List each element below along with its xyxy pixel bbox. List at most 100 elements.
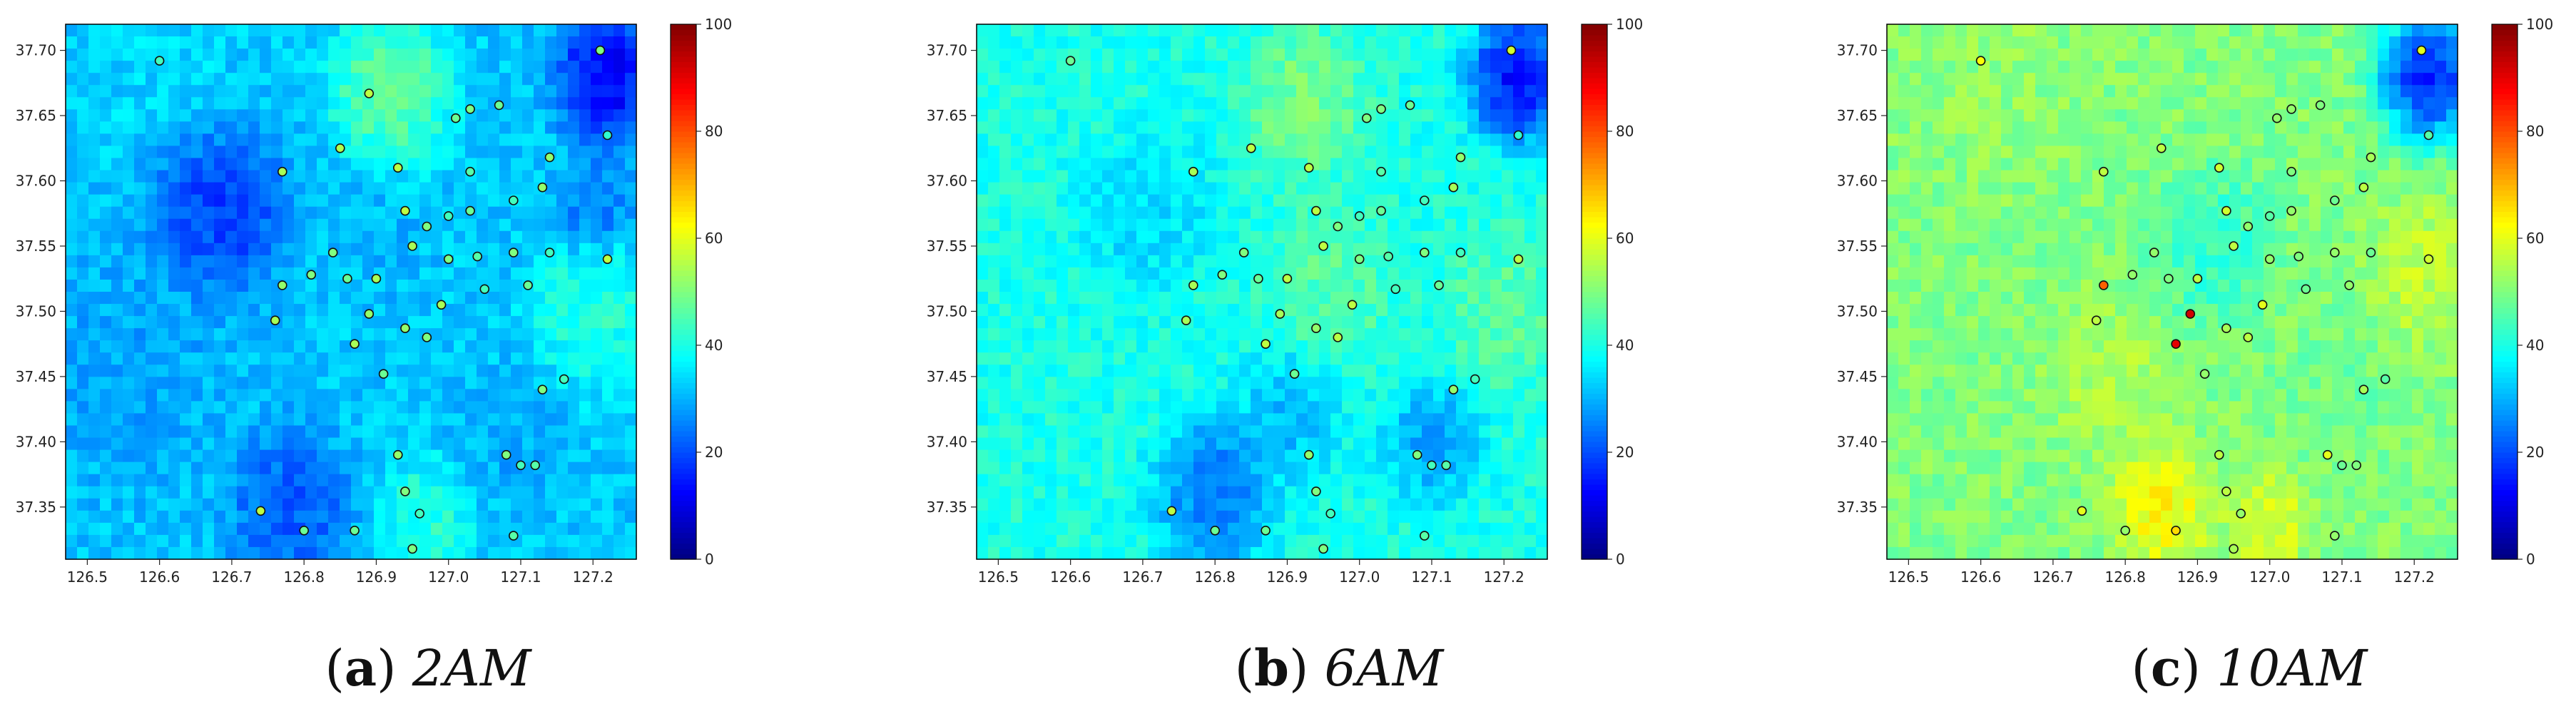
heatmap-cell bbox=[225, 449, 238, 463]
colorbar-segment bbox=[671, 324, 696, 330]
heatmap-cell bbox=[305, 158, 317, 171]
heatmap-cell bbox=[1524, 49, 1537, 61]
heatmap-cell bbox=[488, 243, 500, 256]
heatmap-cell bbox=[1193, 206, 1206, 220]
heatmap-cell bbox=[1273, 109, 1286, 122]
heatmap-cell bbox=[1251, 97, 1263, 110]
heatmap-cell bbox=[1057, 486, 1069, 499]
colorbar-tick-label: 80 bbox=[1616, 123, 1634, 140]
heatmap-cell bbox=[1887, 474, 1899, 487]
heatmap-cell bbox=[1342, 340, 1354, 353]
heatmap-cell bbox=[477, 510, 489, 524]
heatmap-cell bbox=[1045, 292, 1057, 305]
heatmap-cell bbox=[499, 461, 511, 475]
heatmap-cell bbox=[1079, 61, 1091, 73]
heatmap-cell bbox=[431, 121, 443, 135]
heatmap-cell bbox=[1079, 546, 1091, 560]
heatmap-cell bbox=[545, 182, 557, 195]
heatmap-cell bbox=[511, 97, 523, 110]
heatmap-cell bbox=[1285, 206, 1297, 220]
heatmap-cell bbox=[1536, 449, 1548, 463]
heatmap-cell bbox=[1079, 279, 1091, 292]
heatmap-cell bbox=[1205, 24, 1217, 37]
heatmap-cell bbox=[977, 304, 989, 317]
heatmap-cell bbox=[374, 352, 386, 365]
heatmap-cell bbox=[614, 24, 626, 37]
heatmap-cell bbox=[977, 61, 989, 73]
heatmap-cell bbox=[1251, 377, 1263, 389]
heatmap-cell bbox=[1921, 255, 1933, 268]
colorbar-segment bbox=[671, 404, 696, 410]
panel-a: 126.5 126.6 126.7 126.8 126.9 127.0 127.1 127.2… bbox=[0, 0, 856, 714]
heatmap-cell bbox=[1898, 230, 1910, 244]
heatmap-cell bbox=[385, 461, 397, 475]
heatmap-cell bbox=[1353, 401, 1365, 414]
heatmap-cell bbox=[1285, 97, 1297, 110]
heatmap-cell bbox=[203, 377, 215, 389]
heatmap-cell bbox=[1524, 61, 1537, 73]
heatmap-cell bbox=[1228, 206, 1240, 220]
heatmap-cell bbox=[1410, 510, 1422, 524]
heatmap-cell bbox=[294, 316, 306, 329]
heatmap-cell bbox=[1159, 194, 1171, 208]
heatmap-cell bbox=[1262, 97, 1274, 110]
heatmap-cell bbox=[1388, 364, 1400, 377]
heatmap-cell bbox=[397, 85, 409, 98]
heatmap-cell bbox=[1467, 24, 1480, 37]
heatmap-cell bbox=[545, 377, 557, 389]
heatmap-cell bbox=[328, 24, 340, 37]
heatmap-cell bbox=[1308, 279, 1320, 292]
heatmap-cell bbox=[328, 425, 340, 439]
heatmap-cell bbox=[1479, 97, 1491, 110]
heatmap-cell bbox=[305, 461, 317, 475]
heatmap-cell bbox=[431, 267, 443, 280]
colorbar-segment bbox=[1582, 463, 1607, 469]
heatmap-cell bbox=[1410, 486, 1422, 499]
heatmap-cell bbox=[1479, 61, 1491, 73]
heatmap-cell bbox=[419, 230, 432, 244]
heatmap-cell bbox=[1034, 243, 1046, 256]
heatmap-cell bbox=[317, 85, 329, 98]
heatmap-cell bbox=[203, 49, 215, 61]
heatmap-cell bbox=[465, 121, 477, 135]
heatmap-cell bbox=[591, 170, 603, 183]
x-tick-label: 127.2 bbox=[573, 568, 614, 586]
heatmap-cell bbox=[499, 498, 511, 511]
colorbar-segment bbox=[1582, 543, 1607, 549]
heatmap-cell bbox=[579, 133, 591, 147]
heatmap-cell bbox=[248, 206, 260, 220]
heatmap-cell bbox=[1921, 121, 1933, 135]
heatmap-cell bbox=[168, 158, 180, 171]
heatmap-cell bbox=[1898, 304, 1910, 317]
heatmap-cell bbox=[1456, 230, 1468, 244]
station-marker bbox=[1261, 339, 1271, 350]
heatmap-cell bbox=[1921, 546, 1933, 560]
heatmap-cell bbox=[1536, 243, 1548, 256]
heatmap-cell bbox=[1456, 425, 1468, 439]
heatmap-cell bbox=[271, 437, 283, 451]
heatmap-cell bbox=[168, 401, 180, 414]
heatmap-cell bbox=[1513, 109, 1525, 122]
heatmap-cell bbox=[408, 522, 420, 536]
heatmap-cell bbox=[146, 340, 158, 353]
heatmap-cell bbox=[385, 425, 397, 439]
heatmap-cell bbox=[77, 230, 89, 244]
colorbar-segment bbox=[1582, 335, 1607, 341]
heatmap-cell bbox=[248, 194, 260, 208]
heatmap-cell bbox=[146, 243, 158, 256]
colorbar-segment bbox=[671, 457, 696, 464]
heatmap-cell bbox=[1502, 425, 1514, 439]
heatmap-cell bbox=[317, 328, 329, 341]
heatmap-cell bbox=[1433, 534, 1445, 548]
heatmap-cell bbox=[1228, 340, 1240, 353]
heatmap-cell bbox=[1125, 158, 1137, 171]
heatmap-cell bbox=[1079, 486, 1091, 499]
heatmap-cell bbox=[1011, 36, 1023, 49]
heatmap-cell bbox=[1898, 218, 1910, 232]
heatmap-cell bbox=[351, 486, 363, 499]
heatmap-cell bbox=[1159, 474, 1171, 487]
heatmap-cell bbox=[579, 510, 591, 524]
heatmap-cell bbox=[1490, 97, 1502, 110]
heatmap-cell bbox=[1898, 121, 1910, 135]
heatmap-cell bbox=[534, 121, 546, 135]
